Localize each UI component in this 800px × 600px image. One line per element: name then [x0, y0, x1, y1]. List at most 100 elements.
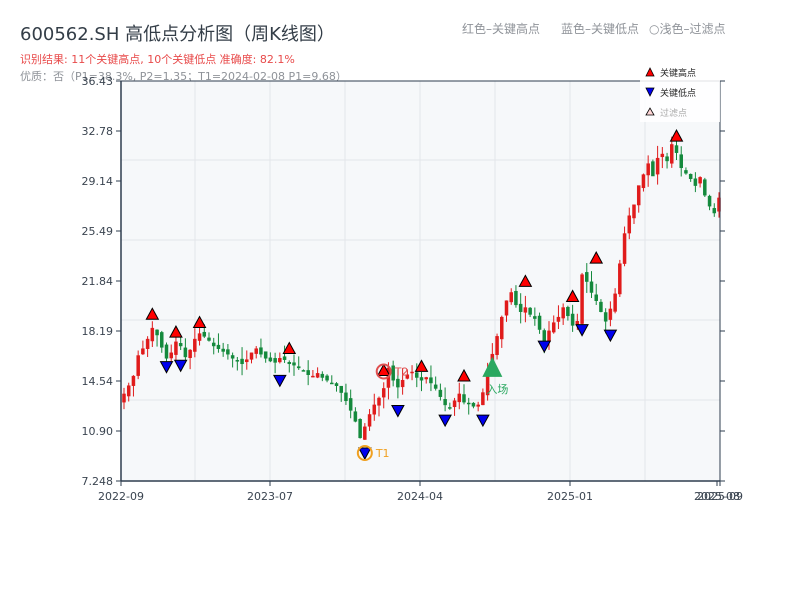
candle-up	[150, 327, 155, 342]
x-tick-label: 2025-08	[694, 490, 740, 503]
candle-down	[703, 179, 707, 196]
candle-up	[254, 348, 258, 354]
t2-label: T2	[394, 365, 409, 378]
candle-down	[325, 375, 329, 381]
candle-down	[438, 389, 443, 397]
legend-filtered-text: ○浅色–过滤点	[649, 22, 726, 36]
candle-down	[230, 355, 235, 359]
candle-down	[533, 316, 537, 319]
candle-down	[259, 347, 263, 355]
candle-down	[528, 307, 532, 315]
legend-filtered-label: 过滤点	[660, 107, 687, 119]
candle-down	[433, 384, 438, 389]
candle-up	[188, 349, 192, 358]
candle-down	[415, 372, 419, 378]
y-tick-label: 10.90	[82, 425, 114, 438]
candle-down	[263, 351, 268, 359]
candle-up	[523, 307, 528, 313]
key-high-marker-icon	[414, 359, 429, 372]
candle-down	[674, 145, 679, 153]
candle-up	[509, 292, 513, 303]
key-low-marker-icon	[173, 359, 188, 373]
candle-up	[169, 352, 173, 359]
candle-down	[603, 312, 608, 322]
candle-up	[197, 333, 202, 341]
key-low-marker-icon	[603, 329, 618, 343]
candle-down	[589, 281, 594, 293]
candle-up	[174, 341, 178, 355]
candle-up	[481, 392, 485, 406]
candle-down	[419, 377, 424, 381]
candles	[122, 133, 721, 440]
candle-down	[391, 365, 395, 381]
candle-up	[145, 338, 150, 349]
x-tick-label: 2024-04	[397, 490, 443, 503]
legend-high-label: 关键高点	[660, 67, 696, 79]
candle-down	[353, 411, 358, 422]
candle-down	[334, 383, 339, 386]
candle-down	[292, 362, 296, 366]
candle-up	[410, 371, 414, 374]
candle-down	[651, 161, 655, 177]
filtered-triangle-icon	[645, 107, 655, 116]
quality-summary: 优质：否（P1=38.3%, P2=1.35；T1=2024-02-08 P1=…	[20, 70, 347, 83]
candle-up	[381, 388, 386, 398]
candle-up	[372, 404, 377, 415]
candle-down	[693, 178, 698, 186]
y-axis-ticks: 36.43 32.78 29.14 25.49 21.84 18.19 14.54 10.90…	[82, 75, 725, 488]
candle-down	[462, 394, 466, 403]
candle-up	[632, 204, 636, 219]
t1-label: T1	[375, 447, 390, 460]
candle-up	[613, 293, 617, 312]
candle-down	[160, 332, 164, 348]
candle-down	[518, 303, 523, 312]
x-tick-label: 2025-09	[697, 490, 743, 503]
candle-down	[712, 208, 717, 214]
key-low-marker-icon	[537, 340, 552, 354]
key-high-marker-icon	[457, 368, 471, 382]
candle-down	[344, 392, 348, 402]
recognition-result: 识别结果: 11个关键高点, 10个关键低点 准确度: 82.1%	[20, 53, 295, 66]
key-low-marker-icon	[357, 447, 372, 461]
key-high-marker-icon	[282, 341, 297, 355]
candle-up	[476, 404, 480, 407]
legend-red-high-text: 红色–关键高点	[462, 22, 541, 36]
key-high-marker-icon	[518, 274, 533, 287]
legend-blue-low-text: 蓝色–关键低点	[561, 22, 640, 36]
key-low-marker-icon	[391, 405, 405, 418]
marker-legend: 关键高点 关键低点 过滤点	[640, 62, 720, 122]
candle-down	[221, 348, 225, 352]
x-tick-label: 2023-07	[247, 490, 293, 503]
candle-up	[400, 379, 405, 388]
candle-up	[131, 375, 136, 386]
candle-down	[282, 356, 287, 360]
candle-up	[136, 355, 140, 376]
key-low-marker-icon	[476, 414, 490, 428]
candle-down	[320, 373, 325, 378]
candle-up	[627, 215, 632, 234]
candle-down	[707, 195, 712, 207]
candle-up	[278, 358, 282, 363]
candle-down	[537, 315, 542, 330]
candle-down	[216, 344, 221, 349]
candle-down	[679, 154, 683, 169]
y-tick-label: 14.54	[82, 375, 114, 388]
candle-down	[226, 349, 230, 355]
candle-up	[608, 308, 613, 320]
candle-down	[202, 331, 207, 337]
candle-down	[273, 358, 277, 363]
high-triangle-icon	[645, 67, 655, 77]
key-low-marker-icon	[575, 324, 589, 337]
candle-up	[311, 375, 315, 378]
candle-up	[622, 233, 627, 264]
candle-down	[443, 399, 447, 406]
y-tick-label: 21.84	[82, 275, 114, 288]
candle-down	[306, 370, 310, 375]
candle-down	[429, 377, 433, 384]
key-low-marker-icon	[438, 414, 452, 428]
candle-down	[211, 342, 216, 347]
x-tick-label: 2025-01	[547, 490, 593, 503]
candle-down	[514, 290, 518, 306]
candle-up	[641, 174, 646, 189]
